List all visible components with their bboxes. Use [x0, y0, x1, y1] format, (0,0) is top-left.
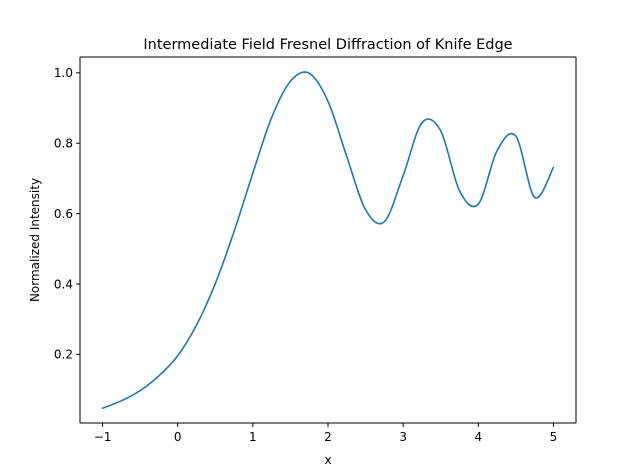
plot-area: −1 0 1 2 3 4 5 0.2 0.4 0.6 0.8 1.0 [54, 56, 577, 444]
y-tick-label: 0.2 [54, 348, 73, 362]
chart-title: Intermediate Field Fresnel Diffraction o… [143, 37, 512, 53]
y-tick-label: 0.4 [54, 277, 73, 291]
y-tick-label: 0.8 [54, 137, 73, 151]
x-tick-label: 5 [550, 430, 558, 444]
x-tick-label: −1 [94, 430, 112, 444]
x-axis-label: x [324, 453, 331, 467]
x-tick-label: 1 [249, 430, 257, 444]
series-line-0 [101, 71, 555, 410]
x-tick-label: 2 [324, 430, 332, 444]
x-tick-label: 4 [474, 430, 482, 444]
x-tick-label: 3 [399, 430, 407, 444]
y-tick-label: 1.0 [54, 66, 73, 80]
y-tick-label: 0.6 [54, 207, 73, 221]
x-tick-label: 0 [174, 430, 182, 444]
y-axis-label: Normalized Intensity [28, 178, 42, 302]
